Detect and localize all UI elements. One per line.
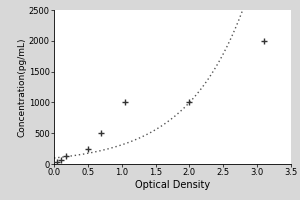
X-axis label: Optical Density: Optical Density (135, 180, 210, 190)
Y-axis label: Concentration(pg/mL): Concentration(pg/mL) (17, 37, 26, 137)
